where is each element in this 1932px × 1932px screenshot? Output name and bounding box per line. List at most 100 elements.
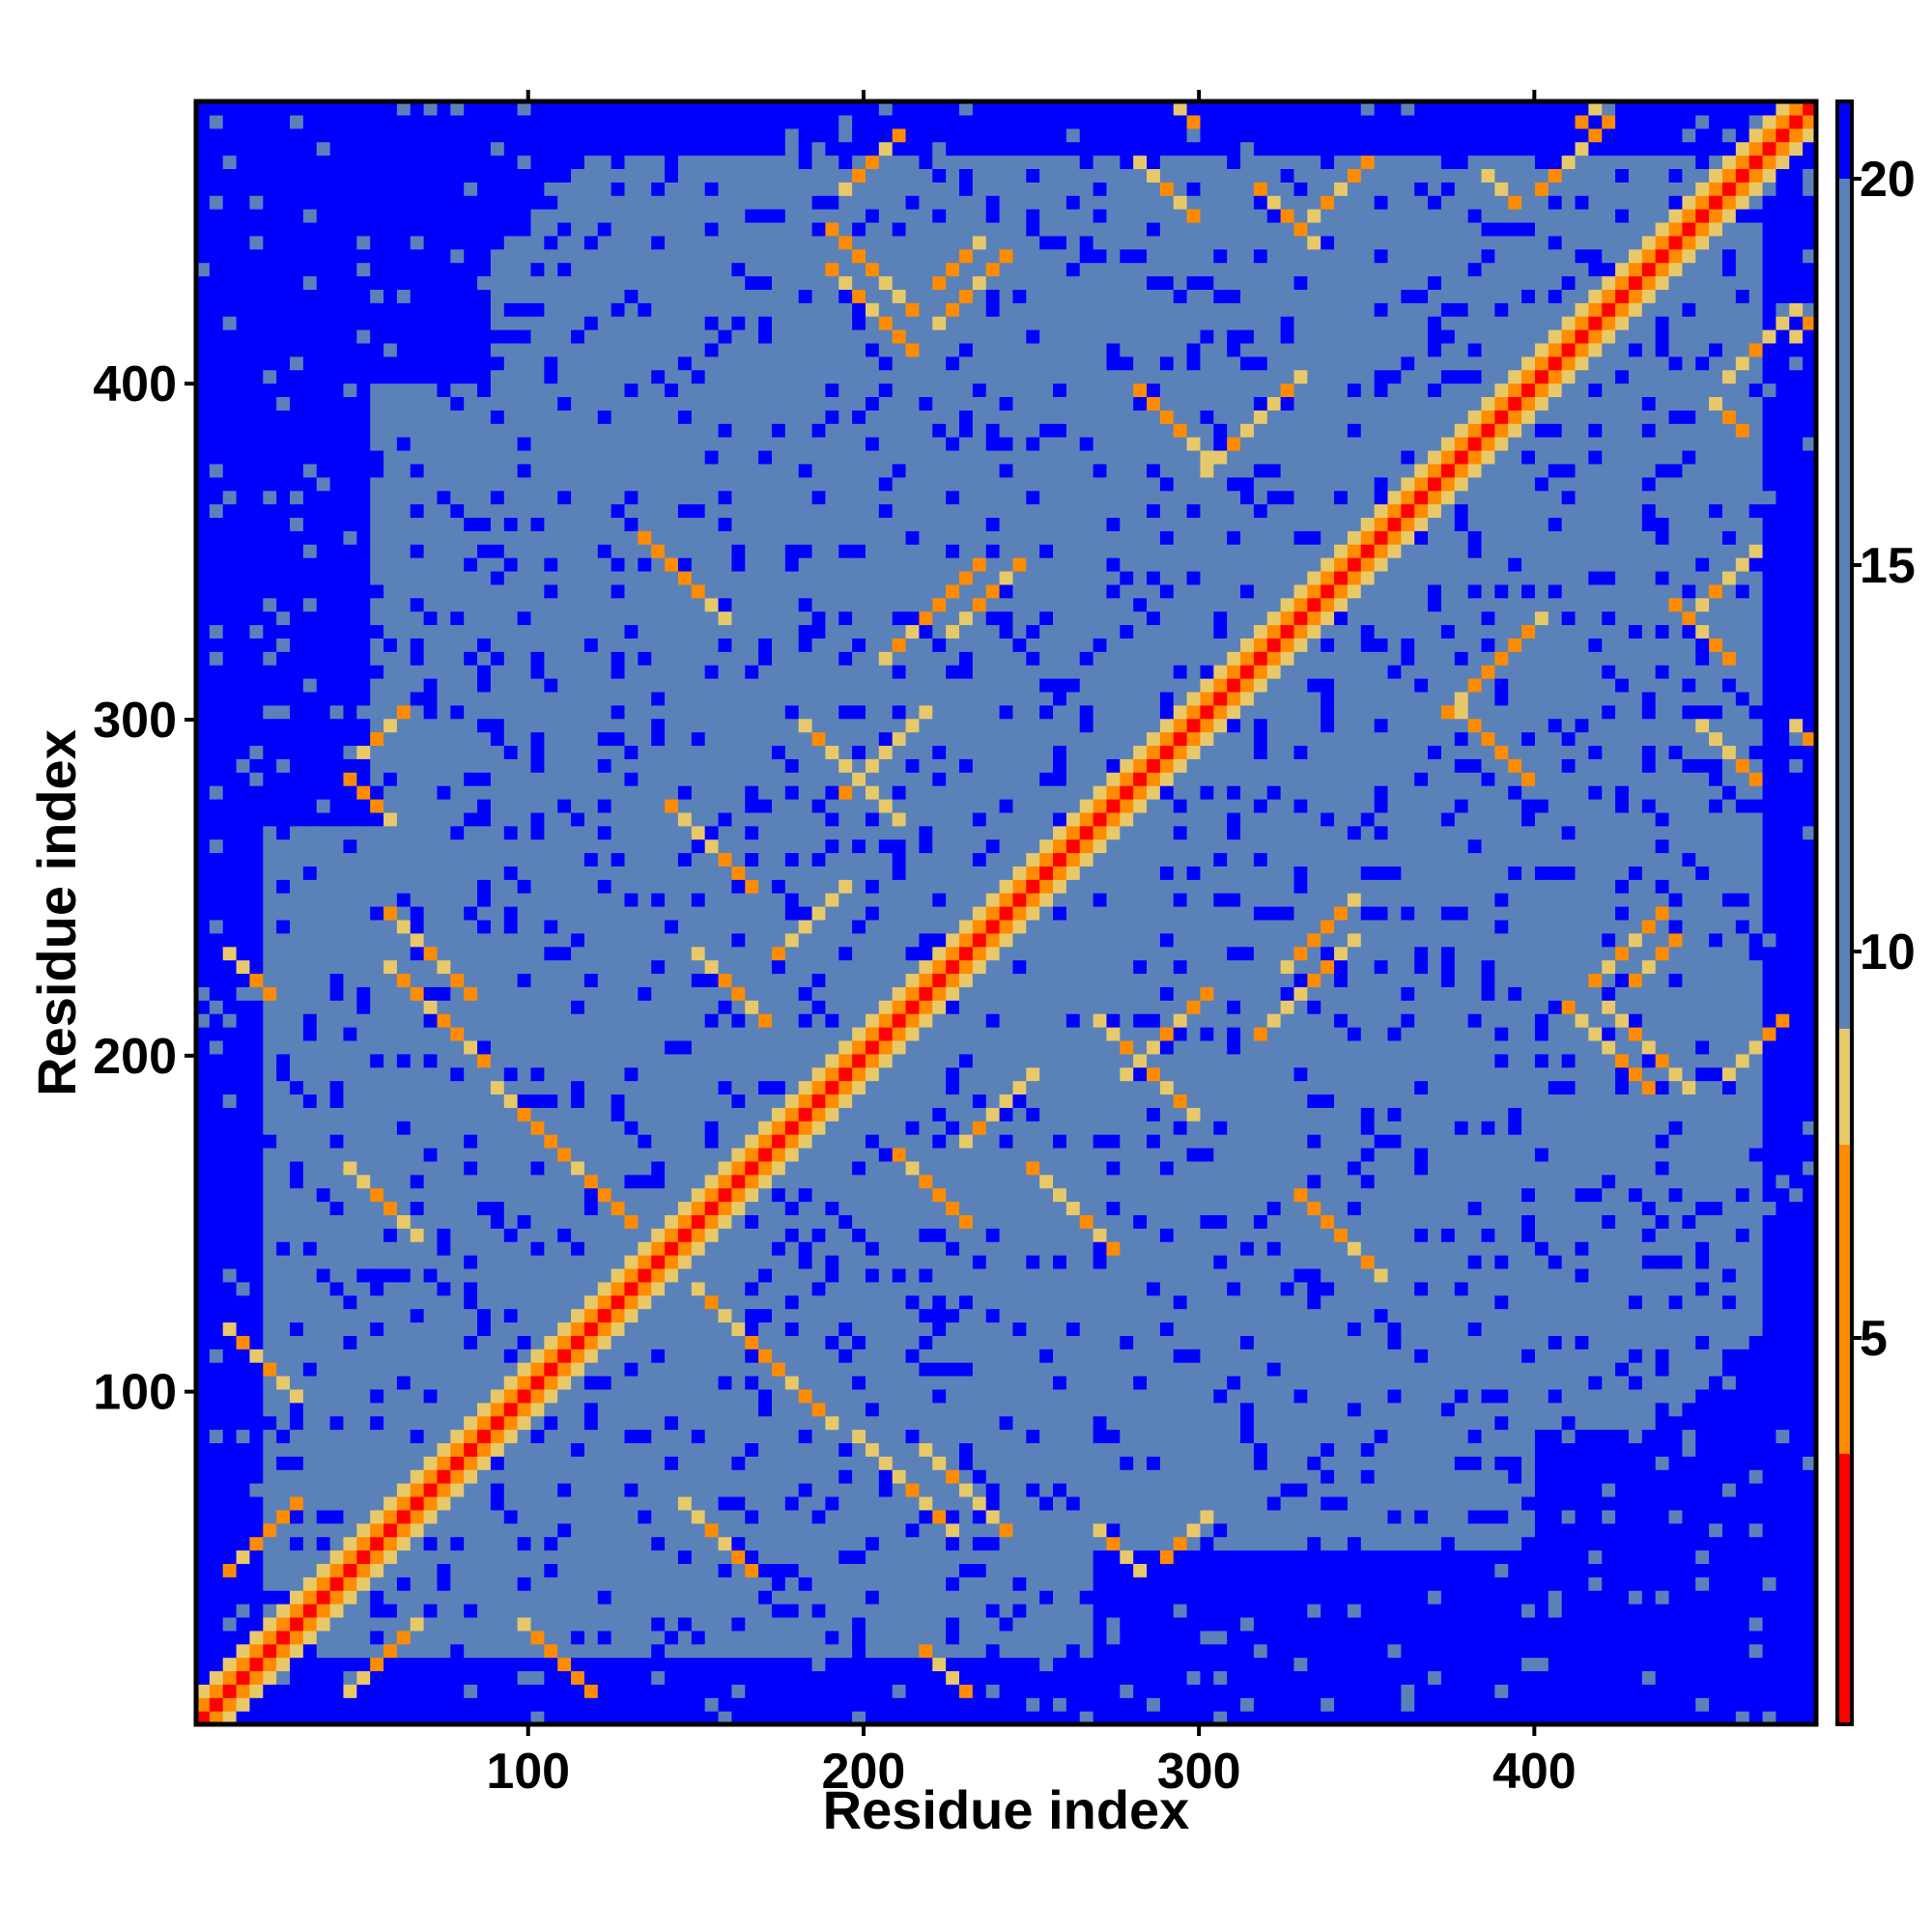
heatmap-cell bbox=[316, 1604, 331, 1618]
heatmap-cell bbox=[302, 342, 318, 357]
heatmap-cell bbox=[222, 624, 238, 639]
heatmap-cell bbox=[263, 1388, 277, 1404]
heatmap-cell bbox=[450, 1670, 465, 1685]
heatmap-cell bbox=[651, 1267, 666, 1283]
heatmap-cell bbox=[638, 811, 652, 827]
heatmap-cell bbox=[410, 1402, 425, 1417]
heatmap-cell bbox=[718, 503, 732, 519]
heatmap-cell bbox=[423, 638, 439, 652]
heatmap-cell bbox=[343, 248, 357, 264]
heatmap-cell bbox=[677, 1349, 693, 1363]
heatmap-cell bbox=[236, 410, 251, 424]
heatmap-cell bbox=[665, 275, 679, 290]
heatmap-cell bbox=[718, 1697, 732, 1712]
heatmap-cell bbox=[290, 1616, 304, 1632]
heatmap-cell bbox=[571, 168, 585, 183]
heatmap-cell bbox=[704, 1107, 720, 1122]
heatmap-cell bbox=[302, 423, 318, 438]
heatmap-cell bbox=[276, 437, 291, 451]
heatmap-cell bbox=[263, 437, 277, 451]
heatmap-cell bbox=[384, 1483, 398, 1497]
heatmap-cell bbox=[329, 262, 345, 277]
heatmap-cell bbox=[611, 1066, 626, 1082]
heatmap-cell bbox=[222, 973, 238, 987]
heatmap-cell bbox=[544, 463, 558, 478]
heatmap-cell bbox=[503, 1053, 519, 1068]
heatmap-cell bbox=[263, 168, 277, 183]
heatmap-cell bbox=[263, 1255, 277, 1269]
heatmap-cell bbox=[597, 1053, 612, 1068]
heatmap-cell bbox=[276, 289, 291, 303]
heatmap-cell bbox=[597, 355, 612, 371]
heatmap-cell bbox=[477, 490, 492, 505]
heatmap-cell bbox=[396, 1536, 412, 1551]
heatmap-cell bbox=[263, 449, 277, 465]
heatmap-cell bbox=[249, 1563, 264, 1577]
heatmap-cell bbox=[370, 1442, 384, 1457]
heatmap-cell bbox=[530, 1160, 545, 1176]
heatmap-cell bbox=[209, 1228, 224, 1242]
heatmap-cell bbox=[571, 1174, 585, 1189]
heatmap-cell bbox=[464, 355, 478, 371]
heatmap-cell bbox=[384, 1630, 398, 1645]
heatmap-cell bbox=[597, 825, 612, 840]
heatmap-cell bbox=[302, 1147, 318, 1162]
heatmap-cell bbox=[329, 114, 345, 129]
heatmap-cell bbox=[745, 1388, 759, 1404]
heatmap-cell bbox=[370, 946, 384, 961]
heatmap-cell bbox=[745, 1630, 759, 1645]
heatmap-cell bbox=[557, 932, 572, 948]
heatmap-cell bbox=[583, 1255, 599, 1269]
heatmap-cell bbox=[611, 476, 626, 492]
heatmap-cell bbox=[557, 155, 572, 170]
heatmap-cell bbox=[611, 490, 626, 505]
heatmap-cell bbox=[370, 503, 384, 519]
heatmap-cell bbox=[263, 1039, 277, 1055]
heatmap-cell bbox=[477, 1670, 492, 1685]
heatmap-cell bbox=[384, 624, 398, 639]
heatmap-cell bbox=[396, 932, 412, 948]
heatmap-cell bbox=[396, 1121, 412, 1135]
heatmap-cell bbox=[583, 289, 599, 303]
heatmap-cell bbox=[530, 1094, 545, 1108]
heatmap-cell bbox=[665, 1228, 679, 1242]
heatmap-cell bbox=[236, 825, 251, 840]
heatmap-cell bbox=[263, 195, 277, 210]
heatmap-cell bbox=[236, 1160, 251, 1176]
heatmap-cell bbox=[665, 772, 679, 786]
heatmap-cell bbox=[718, 1308, 732, 1323]
heatmap-cell bbox=[263, 772, 277, 786]
heatmap-cell bbox=[691, 1134, 706, 1149]
heatmap-cell bbox=[450, 221, 465, 237]
heatmap-cell bbox=[329, 825, 345, 840]
heatmap-cell bbox=[396, 1388, 412, 1404]
heatmap-cell bbox=[490, 1255, 505, 1269]
heatmap-cell bbox=[370, 1094, 384, 1108]
heatmap-cell bbox=[290, 369, 304, 384]
heatmap-cell bbox=[544, 1469, 558, 1484]
heatmap-cell bbox=[450, 248, 465, 264]
heatmap-cell bbox=[450, 168, 465, 183]
heatmap-cell bbox=[423, 1094, 439, 1108]
heatmap-cell bbox=[209, 1174, 224, 1189]
heatmap-cell bbox=[544, 302, 558, 317]
heatmap-cell bbox=[396, 1522, 412, 1538]
heatmap-cell bbox=[356, 101, 371, 116]
heatmap-cell bbox=[423, 114, 439, 129]
heatmap-cell bbox=[249, 611, 264, 626]
heatmap-cell bbox=[490, 1228, 505, 1242]
heatmap-cell bbox=[677, 1376, 693, 1390]
heatmap-cell bbox=[356, 155, 371, 170]
heatmap-cell bbox=[302, 1308, 318, 1323]
heatmap-cell bbox=[450, 1388, 465, 1404]
heatmap-cell bbox=[611, 1429, 626, 1444]
heatmap-cell bbox=[437, 410, 451, 424]
heatmap-cell bbox=[490, 638, 505, 652]
heatmap-cell bbox=[290, 638, 304, 652]
heatmap-cell bbox=[464, 275, 478, 290]
heatmap-cell bbox=[677, 1697, 693, 1712]
heatmap-cell bbox=[490, 195, 505, 210]
heatmap-cell bbox=[490, 517, 505, 531]
heatmap-cell bbox=[329, 1121, 345, 1135]
heatmap-cell bbox=[450, 114, 465, 129]
